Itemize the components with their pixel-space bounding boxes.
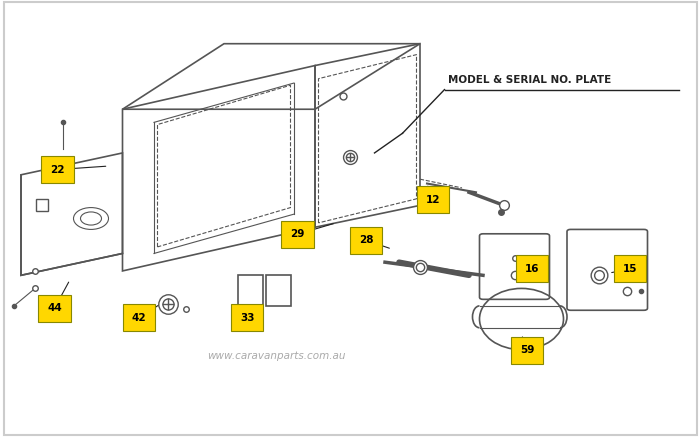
Text: 59: 59 xyxy=(520,346,534,355)
FancyBboxPatch shape xyxy=(231,304,263,331)
Text: MODEL & SERIAL NO. PLATE: MODEL & SERIAL NO. PLATE xyxy=(448,75,611,85)
Text: 28: 28 xyxy=(359,236,373,245)
FancyBboxPatch shape xyxy=(516,255,548,282)
Text: 12: 12 xyxy=(426,195,440,205)
Text: 22: 22 xyxy=(50,165,64,174)
FancyBboxPatch shape xyxy=(511,337,543,364)
FancyBboxPatch shape xyxy=(350,227,382,254)
FancyBboxPatch shape xyxy=(281,221,314,248)
FancyBboxPatch shape xyxy=(41,156,74,183)
Text: 33: 33 xyxy=(240,313,254,323)
Bar xyxy=(238,275,262,306)
FancyBboxPatch shape xyxy=(38,295,71,322)
Text: 29: 29 xyxy=(290,229,304,239)
FancyBboxPatch shape xyxy=(614,255,646,282)
Text: 42: 42 xyxy=(132,313,146,323)
Text: 44: 44 xyxy=(47,303,62,313)
Bar xyxy=(266,275,290,306)
Text: 15: 15 xyxy=(623,264,637,274)
FancyBboxPatch shape xyxy=(416,186,449,213)
Text: 16: 16 xyxy=(525,264,539,274)
FancyBboxPatch shape xyxy=(122,304,155,331)
Text: www.caravanparts.com.au: www.caravanparts.com.au xyxy=(207,351,346,361)
